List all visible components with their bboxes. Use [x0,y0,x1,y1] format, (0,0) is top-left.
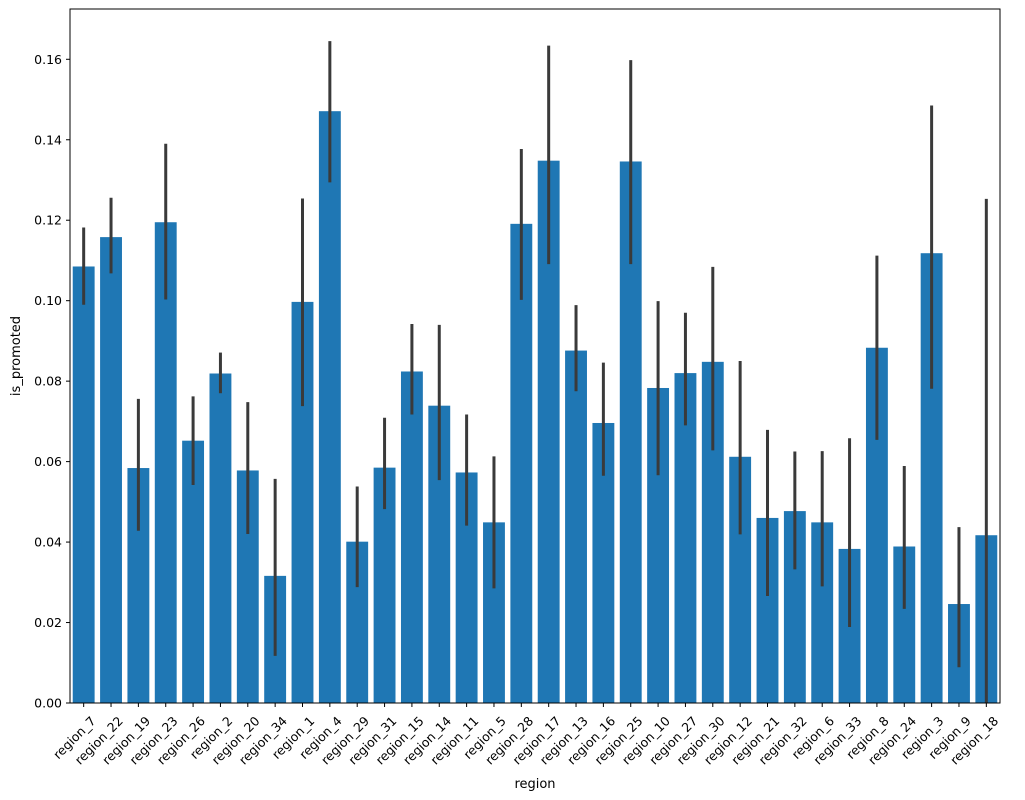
bars [72,111,998,704]
bar-region_26 [182,440,205,703]
bar-region_15 [400,371,423,703]
bar-region_14 [428,405,451,703]
bar-region_28 [510,223,533,703]
bar-region_13 [565,350,587,703]
error-bars [82,41,988,703]
bar-region_27 [674,373,697,703]
bar-region_6 [811,522,834,703]
bar-region_25 [619,161,642,704]
bar-region_4 [318,111,341,704]
y-tick-label: 0.14 [34,132,62,147]
bar-region_8 [865,347,888,703]
y-tick-label: 0.10 [34,293,62,308]
y-tick-label: 0.12 [34,213,62,228]
bar-region_16 [592,422,615,703]
bar-region_11 [455,472,478,703]
bar-region_10 [647,387,670,703]
y-tick-label: 0.06 [34,454,62,469]
bar-region_24 [893,546,916,703]
bar-region_12 [729,456,752,703]
bar-region_29 [346,541,369,703]
y-tick-label: 0.04 [34,535,62,550]
bar-region_32 [783,511,806,703]
y-tick-label: 0.16 [34,52,62,67]
plot-frame [69,8,1001,704]
y-axis-label: is_promoted [9,316,24,396]
x-axis: region_7region_22region_19region_23regio… [50,703,1001,768]
y-tick-label: 0.02 [34,615,62,630]
bar-region_3 [920,253,943,704]
y-axis: 0.00 0.02 0.04 0.06 0.08 0.10 0.12 0.14 0.16 [34,52,70,711]
bar-region_23 [154,222,177,703]
bar-region_5 [483,522,505,703]
x-axis-label: region [514,777,555,792]
bar-region_20 [236,470,259,703]
y-tick-label: 0.08 [34,374,62,389]
bar-region_1 [291,301,314,703]
bar-region_21 [756,517,779,703]
bar-region_17 [537,160,560,704]
bar-region_30 [701,361,724,703]
bar-region_7 [72,266,95,703]
bar-region_19 [127,468,150,703]
bar-region_22 [100,237,122,703]
y-tick-label: 0.00 [34,696,62,711]
bar-region_31 [373,467,396,703]
bar-region_2 [209,373,232,703]
